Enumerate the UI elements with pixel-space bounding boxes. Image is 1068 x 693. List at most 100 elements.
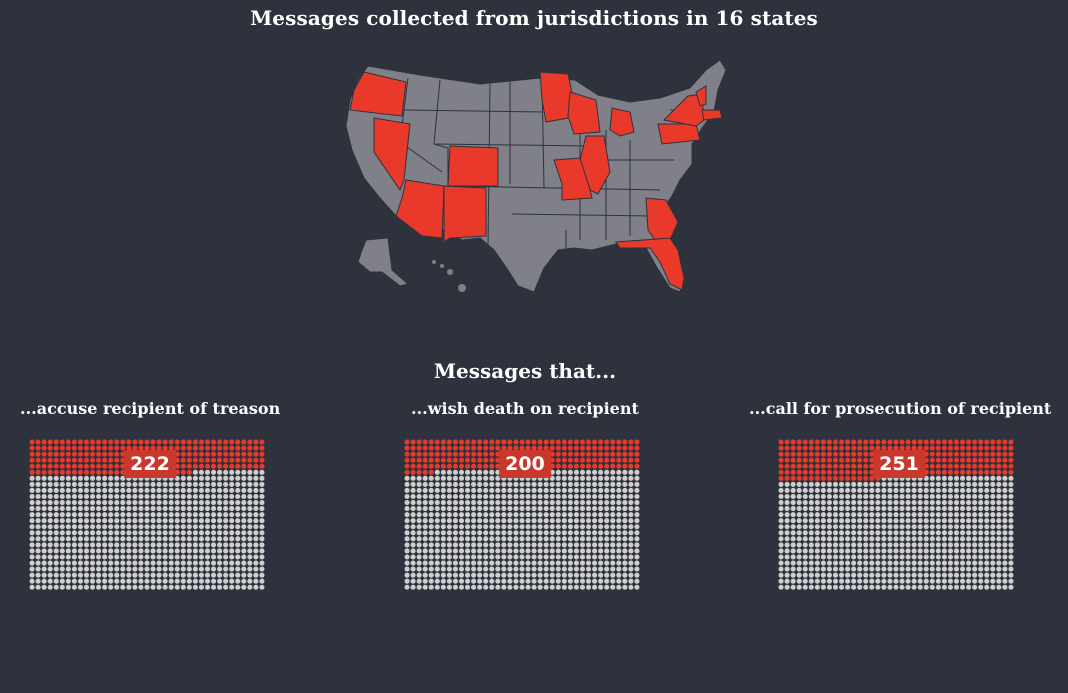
waffle-dot	[416, 566, 422, 572]
waffle-dot	[77, 530, 83, 536]
waffle-dot	[1008, 524, 1014, 530]
waffle-dot-highlighted	[586, 451, 592, 457]
waffle-dot	[410, 518, 416, 524]
waffle-dot	[543, 512, 549, 518]
waffle-dot-highlighted	[947, 451, 953, 457]
waffle-dot	[235, 542, 241, 548]
waffle-dot	[483, 584, 489, 590]
waffle-dot-highlighted	[953, 451, 960, 457]
waffle-dot	[996, 548, 1002, 554]
waffle-dot	[410, 578, 416, 584]
waffle-dot	[180, 536, 186, 542]
waffle-dot	[839, 572, 845, 578]
waffle-dot	[610, 487, 616, 493]
waffle-dot	[628, 554, 634, 560]
waffle-dot	[990, 481, 996, 487]
waffle-dot	[132, 530, 138, 536]
waffle-dot-highlighted	[923, 445, 929, 451]
waffle-dot	[156, 542, 162, 548]
waffle-dot	[869, 584, 875, 590]
waffle-dot	[935, 524, 941, 530]
waffle-dot	[29, 524, 35, 530]
waffle-dot-highlighted	[495, 457, 501, 463]
waffle-dot	[784, 578, 790, 584]
waffle-dot	[102, 500, 108, 506]
waffle-dot	[567, 554, 573, 560]
waffle-dot	[162, 536, 168, 542]
waffle-dot	[144, 530, 150, 536]
waffle-dot	[978, 578, 984, 584]
waffle-dot-highlighted	[857, 469, 863, 475]
waffle-dot	[984, 475, 990, 481]
waffle-dot-highlighted	[102, 463, 108, 469]
waffle-dot	[820, 554, 826, 560]
waffle-dot	[65, 512, 71, 518]
waffle-dot	[47, 572, 53, 578]
waffle-dot	[839, 566, 845, 572]
waffle-dot-highlighted	[180, 445, 186, 451]
waffle-dot	[198, 566, 204, 572]
waffle-dot	[41, 493, 47, 500]
waffle-dot	[180, 524, 186, 530]
waffle-dot	[247, 487, 253, 493]
waffle-dot	[561, 512, 567, 518]
waffle-dot-highlighted	[223, 457, 229, 463]
waffle-dot	[592, 481, 598, 487]
waffle-dot-highlighted	[802, 451, 808, 457]
waffle-dot	[537, 572, 543, 578]
waffle-dot	[59, 493, 65, 500]
waffle-dot	[555, 536, 561, 542]
waffle-dot	[513, 566, 519, 572]
waffle-dot-highlighted	[941, 451, 947, 457]
waffle-dot	[573, 475, 579, 481]
waffle-dot	[102, 487, 108, 493]
waffle-dot-highlighted	[452, 457, 458, 463]
waffle-dot	[180, 481, 186, 487]
waffle-dot-highlighted	[869, 451, 875, 457]
waffle-dot-highlighted	[65, 451, 71, 457]
waffle-dot	[162, 560, 168, 566]
waffle-dot-highlighted	[941, 439, 947, 445]
waffle-dot-highlighted	[501, 445, 507, 451]
waffle-dot	[132, 578, 138, 584]
waffle-dot	[507, 530, 513, 536]
waffle-dot	[186, 572, 192, 578]
waffle-dot	[917, 512, 923, 518]
waffle-dot-highlighted	[204, 463, 211, 469]
waffle-dot	[990, 493, 996, 500]
waffle-dot	[941, 518, 947, 524]
waffle-dot	[796, 542, 802, 548]
waffle-dot	[108, 572, 114, 578]
waffle-dot	[83, 500, 90, 506]
waffle-dot-highlighted	[820, 445, 826, 451]
waffle-dot	[616, 512, 622, 518]
waffle-dot	[452, 487, 458, 493]
waffle-dot	[561, 578, 567, 584]
waffle-dot	[941, 487, 947, 493]
waffle-dot	[622, 566, 628, 572]
waffle-dot	[452, 512, 458, 518]
waffle-dot	[555, 578, 561, 584]
waffle-dot-highlighted	[513, 445, 519, 451]
waffle-dot-highlighted	[47, 451, 53, 457]
waffle-dot	[1008, 512, 1014, 518]
waffle-dot	[126, 530, 132, 536]
waffle-dot	[235, 493, 241, 500]
waffle-dot	[929, 512, 935, 518]
waffle-dot	[211, 566, 217, 572]
waffle-dot	[953, 584, 960, 590]
waffle-dot	[102, 524, 108, 530]
waffle-dot	[604, 487, 610, 493]
waffle-dot	[978, 548, 984, 554]
waffle-dot-highlighted	[525, 445, 531, 451]
waffle-dot-highlighted	[616, 445, 622, 451]
waffle-dot-highlighted	[168, 445, 174, 451]
waffle-dot	[573, 572, 579, 578]
waffle-dot	[586, 518, 592, 524]
waffle-dot	[126, 542, 132, 548]
waffle-dot	[513, 506, 519, 512]
waffle-dot	[905, 584, 911, 590]
waffle-dot	[592, 548, 598, 554]
waffle-dot	[555, 493, 561, 500]
waffle-dot	[634, 542, 640, 548]
